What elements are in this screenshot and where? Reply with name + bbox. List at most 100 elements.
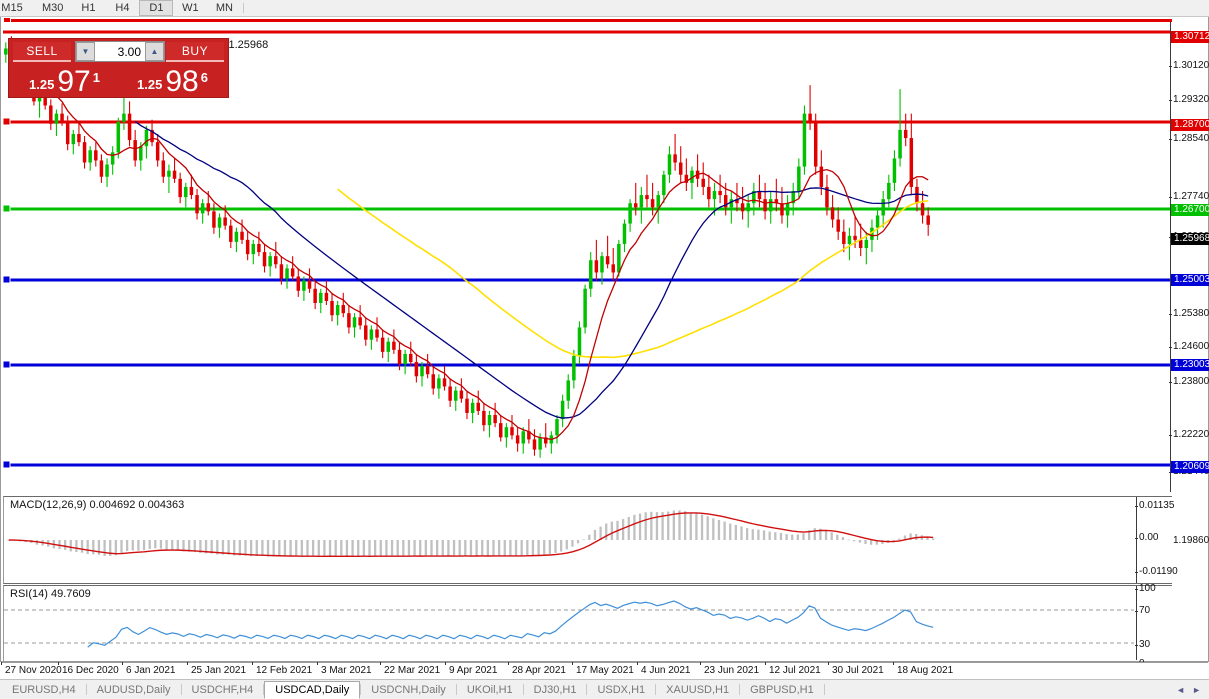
symbol-tab-usdchf[interactable]: USDCHF,H4 — [191, 683, 254, 696]
macd-bar — [92, 540, 95, 555]
volume-input[interactable]: 3.00 — [117, 44, 141, 59]
candle-body — [723, 195, 728, 208]
volume-stepper[interactable]: ▼ 3.00 ▲ — [75, 41, 165, 62]
candle-body — [245, 239, 250, 255]
candle-body — [341, 305, 346, 314]
date-tick: 9 Apr 2021 — [444, 662, 498, 676]
candle-body — [358, 317, 362, 326]
scroll-left-icon[interactable]: ◄ — [1176, 684, 1186, 695]
resistance-line-top[interactable] — [3, 19, 1172, 22]
symbol-tab-dj30[interactable]: DJ30,H1 — [533, 683, 577, 696]
candle-body — [330, 300, 334, 316]
price-tag-blue[interactable]: 1.23003 — [1171, 359, 1209, 371]
macd-bar — [109, 540, 112, 556]
symbol-tab-eurusd[interactable]: EURUSD,H4 — [12, 683, 76, 696]
price-scale[interactable]: 1.301201.293201.285401.277401.269601.261… — [1168, 22, 1209, 546]
timeframe-m15[interactable]: M15 — [0, 0, 34, 16]
volume-increment-icon[interactable]: ▲ — [145, 42, 164, 61]
macd-bar — [210, 540, 213, 554]
macd-bar — [86, 540, 89, 555]
macd-tick: 0.01135 — [1134, 500, 1175, 511]
macd-bar — [853, 540, 856, 542]
one-click-trading-panel[interactable]: SELL ▼ 3.00 ▲ BUY 1.25 97 1 1.25 98 6 — [8, 38, 229, 98]
buy-button[interactable]: BUY — [166, 42, 224, 62]
candle-body — [139, 146, 143, 161]
symbol-tab-usdx[interactable]: USDX,H1 — [597, 683, 646, 696]
price-tag-red[interactable]: 1.28700 — [1171, 119, 1209, 131]
timeframe-m30-label: M30 — [42, 2, 64, 14]
sell-price-display[interactable]: 1.25 97 1 — [11, 65, 118, 97]
candle-body — [909, 138, 914, 187]
symbol-tab-ukoil[interactable]: UKOil,H1 — [466, 683, 513, 696]
candle-body — [105, 164, 109, 177]
timeframe-mn[interactable]: MN — [207, 0, 241, 16]
macd-bar — [599, 526, 602, 540]
macd-bar — [836, 534, 839, 540]
macd-bar — [142, 540, 146, 551]
macd-bar — [548, 540, 552, 554]
macd-bar — [103, 540, 106, 556]
timeframe-h1[interactable]: H1 — [71, 0, 105, 16]
price-tag-black[interactable]: 1.25968 — [1171, 233, 1209, 245]
macd-bar — [249, 540, 253, 557]
timeframe-w1[interactable]: W1 — [173, 0, 207, 16]
macd-bar — [402, 540, 405, 557]
macd-bar — [667, 511, 670, 540]
candle-body — [82, 142, 87, 163]
candle-body — [538, 437, 542, 450]
candle-body — [375, 329, 379, 338]
macd-bar — [802, 533, 805, 540]
macd-bar — [559, 540, 563, 552]
symbol-tab-xauusd[interactable]: XAUUSD,H1 — [666, 683, 730, 696]
candle-body — [566, 380, 570, 401]
candle-body — [740, 203, 745, 212]
macd-bar — [340, 540, 343, 557]
price-chart-canvas[interactable] — [3, 22, 1171, 494]
macd-bar — [131, 540, 134, 551]
price-tag-red[interactable]: 1.30712 — [1171, 31, 1209, 43]
candle-body — [611, 264, 615, 273]
symbol-tab-gbpusd[interactable]: GBPUSD,H1 — [750, 683, 814, 696]
price-tick: 1.22220 — [1168, 429, 1209, 440]
symbol-tab-audusd[interactable]: AUDUSD,Daily — [96, 683, 171, 696]
macd-bar — [362, 540, 366, 557]
macd-bar — [63, 540, 67, 550]
price-tag-green[interactable]: 1.26700 — [1171, 204, 1209, 216]
date-tick: 27 Nov 2020 — [1, 662, 62, 676]
symbol-tab-separator — [85, 684, 87, 695]
macd-bar — [148, 540, 151, 549]
price-tag-blue[interactable]: 1.20609 — [1171, 461, 1209, 473]
volume-decrement-icon[interactable]: ▼ — [76, 42, 95, 61]
date-scale[interactable]: 27 Nov 2020 16 Dec 2020 6 Jan 2021 25 Jan 2… — [1, 662, 1208, 678]
rsi-canvas[interactable] — [4, 586, 1134, 660]
sell-button[interactable]: SELL — [13, 42, 71, 62]
price-tag-blue[interactable]: 1.25003 — [1171, 274, 1209, 286]
macd-bar — [807, 530, 811, 540]
scroll-right-icon[interactable]: ► — [1192, 684, 1201, 695]
candle-body — [206, 203, 211, 212]
candle-body — [572, 355, 576, 381]
macd-scale[interactable]: 0.01135 0.00 -0.01190 — [1134, 497, 1178, 583]
timeframe-m30[interactable]: M30 — [34, 0, 71, 16]
macd-canvas[interactable] — [4, 497, 1134, 583]
timeframe-h4[interactable]: H4 — [105, 0, 139, 16]
symbol-tab-usdcad[interactable]: USDCAD,Daily — [264, 681, 361, 699]
candle-body — [71, 133, 76, 145]
candle-body — [797, 166, 801, 191]
symbol-tab-usdcnh[interactable]: USDCNH,Daily — [371, 683, 446, 696]
macd-bar — [300, 540, 304, 557]
price-tick: 1.29320 — [1168, 94, 1209, 105]
oct-controls-row: SELL ▼ 3.00 ▲ BUY — [9, 39, 228, 65]
candle-body — [448, 386, 452, 401]
moving-average-slow — [337, 188, 929, 359]
macd-bar — [774, 532, 777, 540]
timeframe-d1[interactable]: D1 — [139, 0, 174, 16]
macd-bar — [413, 540, 416, 556]
candle-body — [915, 186, 919, 204]
symbol-tab-separator — [823, 684, 825, 695]
candle-body — [560, 400, 565, 420]
buy-price-display[interactable]: 1.25 98 6 — [119, 65, 226, 97]
chart-frame: USDCAD,Daily 1.26134 1.26200 1.25842 1.2… — [0, 17, 1209, 669]
candle-body — [459, 390, 464, 399]
rsi-scale[interactable]: 10070300 — [1134, 583, 1173, 669]
